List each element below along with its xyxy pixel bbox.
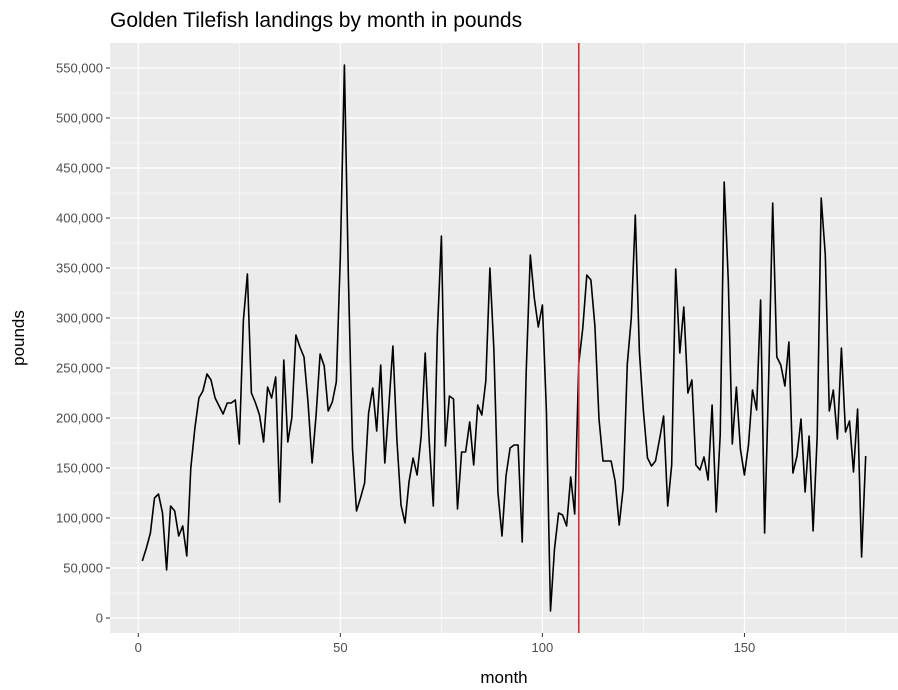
plot-panel (110, 43, 898, 633)
y-tick-label: 450,000 (56, 161, 103, 176)
x-tick-label: 150 (734, 640, 756, 655)
x-axis-ticks: 0 50 100 150 (135, 633, 756, 655)
y-tick-label: 100,000 (56, 511, 103, 526)
y-tick-label: 150,000 (56, 461, 103, 476)
y-axis-title: pounds (9, 310, 28, 366)
x-axis-title: month (480, 668, 527, 687)
landings-series-line (141, 64, 867, 612)
y-tick-label: 300,000 (56, 311, 103, 326)
minor-gridlines (110, 43, 898, 633)
y-tick-label: 400,000 (56, 211, 103, 226)
y-tick-label: 250,000 (56, 361, 103, 376)
chart-title: Golden Tilefish landings by month in pou… (110, 9, 522, 32)
y-tick-label: 500,000 (56, 111, 103, 126)
y-tick-label: 0 (96, 611, 103, 626)
y-axis-ticks: 0 50,000 100,000 150,000 200,000 250,000 300,0… (56, 61, 110, 626)
y-tick-label: 350,000 (56, 261, 103, 276)
x-tick-label: 100 (532, 640, 554, 655)
y-tick-label: 200,000 (56, 411, 103, 426)
y-tick-label: 50,000 (63, 561, 103, 576)
y-tick-label: 550,000 (56, 61, 103, 76)
x-tick-label: 0 (135, 640, 142, 655)
x-tick-label: 50 (333, 640, 347, 655)
